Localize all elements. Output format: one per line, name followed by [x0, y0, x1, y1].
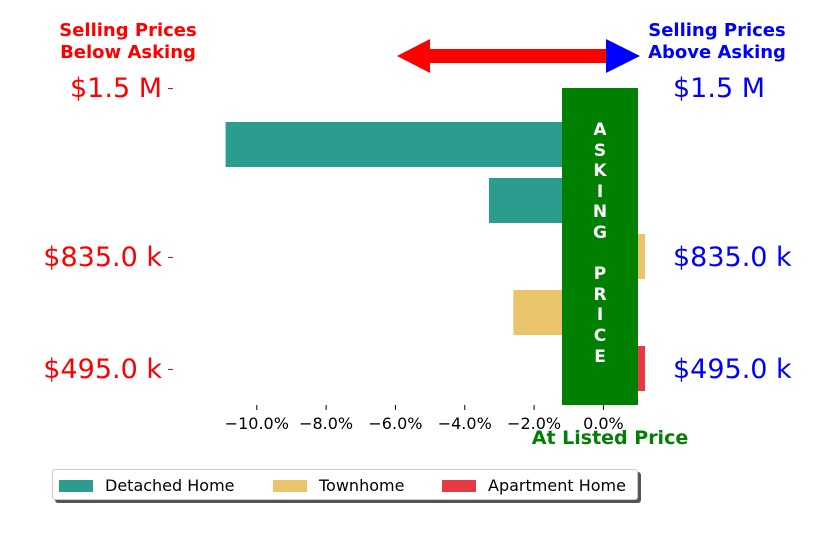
asking-letter: S	[593, 140, 607, 161]
above-asking-header: Selling Prices Above Asking	[622, 20, 812, 64]
above-asking-header-line2: Above Asking	[648, 42, 786, 63]
asking-letter: I	[596, 305, 604, 326]
legend-swatch-townhome	[273, 479, 307, 492]
right-price-level-top: $1.5 M	[673, 73, 765, 104]
asking-letter: C	[593, 325, 607, 346]
left-price-tick	[168, 369, 173, 370]
double-arrow-icon	[397, 39, 640, 73]
arrow-right-head-icon	[606, 39, 640, 73]
left-price-tick	[168, 88, 173, 89]
x-tick-label: −8.0%	[299, 414, 353, 433]
asking-letter: I	[596, 181, 604, 202]
asking-letter: P	[593, 264, 607, 285]
legend-label-apartment-home: Apartment Home	[488, 476, 626, 495]
legend-label-townhome: Townhome	[319, 476, 405, 495]
x-tick-label: −4.0%	[438, 414, 492, 433]
x-axis: −10.0% −8.0% −6.0% −4.0% −2.0% 0.0%	[225, 405, 624, 433]
above-asking-header-line1: Selling Prices	[648, 20, 786, 41]
asking-letter: G	[593, 222, 607, 243]
left-price-level-mid: $835.0 k	[43, 242, 162, 273]
below-asking-header: Selling Prices Below Asking	[30, 20, 226, 64]
legend-item-townhome: Townhome	[273, 470, 404, 501]
asking-letter: A	[593, 120, 607, 140]
x-tick-label: −10.0%	[225, 414, 289, 433]
legend-item-detached-home: Detached Home	[59, 470, 235, 501]
left-price-tick	[168, 257, 173, 258]
legend-swatch-apartment-home	[442, 479, 476, 492]
x-tick-label: −2.0%	[507, 414, 561, 433]
x-tick-label: 0.0%	[583, 414, 624, 433]
right-price-level-mid: $835.0 k	[673, 242, 792, 273]
arrow-left-head-icon	[397, 39, 430, 73]
legend: Detached Home Townhome Apartment Home	[52, 469, 638, 500]
below-asking-header-line2: Below Asking	[60, 42, 196, 63]
right-price-level-bottom: $495.0 k	[673, 354, 792, 385]
asking-letter: N	[592, 202, 608, 223]
asking-letter	[562, 244, 638, 265]
below-asking-header-line1: Selling Prices	[59, 20, 197, 41]
arrow-shaft	[430, 49, 610, 63]
legend-swatch-detached-home	[59, 479, 93, 492]
legend-item-apartment-home: Apartment Home	[442, 470, 626, 501]
asking-letter: K	[593, 161, 607, 182]
bar-detached-home	[225, 122, 604, 167]
asking-letter: E	[594, 346, 606, 367]
asking-letter: R	[593, 284, 607, 305]
legend-label-detached-home: Detached Home	[105, 476, 235, 495]
x-tick-label: −6.0%	[368, 414, 422, 433]
at-listed-price-label: At Listed Price	[531, 427, 689, 449]
left-price-level-top: $1.5 M	[70, 73, 162, 104]
left-price-level-bottom: $495.0 k	[43, 354, 162, 385]
